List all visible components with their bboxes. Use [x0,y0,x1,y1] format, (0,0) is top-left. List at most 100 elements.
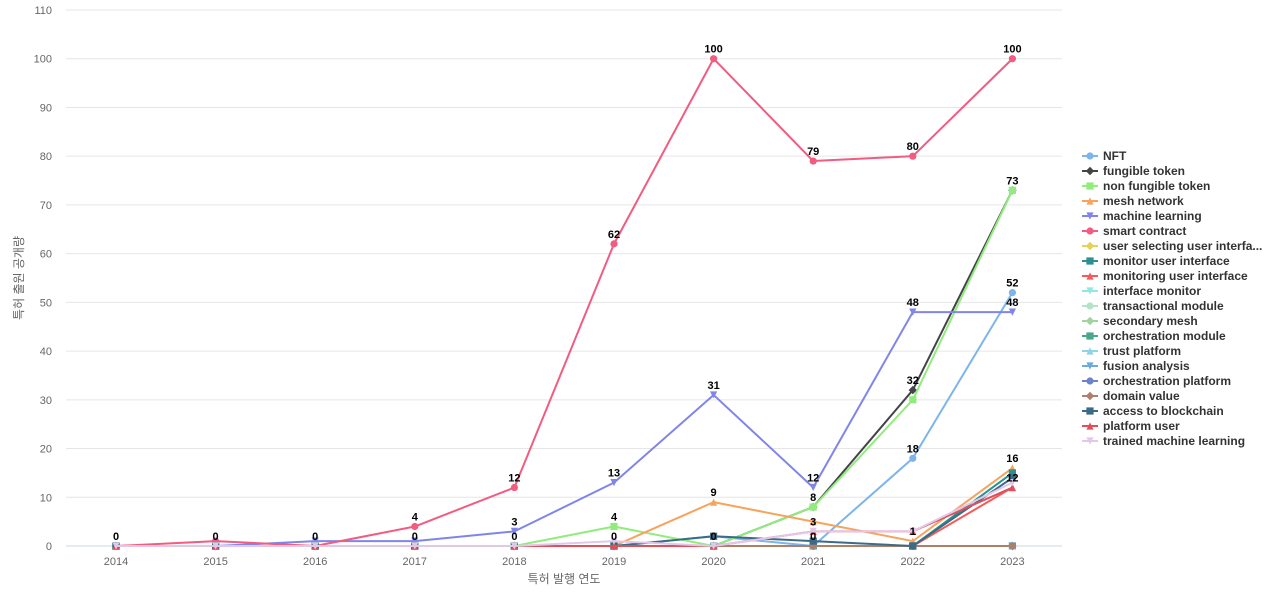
series-7 [112,469,1016,550]
data-point [311,542,319,550]
legend-item[interactable]: mesh network [1082,194,1184,208]
legend-marker [1086,182,1094,190]
legend-marker [1086,227,1094,235]
legend-item[interactable]: transactional module [1082,299,1224,313]
legend-item[interactable]: non fungible token [1082,179,1210,193]
legend-item[interactable]: secondary mesh [1082,314,1198,328]
y-tick-label: 110 [34,5,52,17]
data-point [909,308,917,316]
legend-label: monitoring user interface [1103,269,1248,283]
legend-marker [1085,241,1095,251]
data-point [909,542,917,550]
y-tick-label: 40 [40,346,52,358]
x-tick-label: 2017 [403,556,427,568]
data-label: 16 [1006,453,1018,465]
grid [66,9,1062,547]
legend-item[interactable]: orchestration platform [1082,374,1231,388]
y-tick-label: 30 [40,395,52,407]
x-tick-label: 2021 [801,556,825,568]
legend-label: orchestration platform [1103,374,1231,388]
data-point [610,537,618,545]
data-label: 62 [608,229,620,241]
data-point [809,157,817,165]
data-point [510,542,518,550]
y-axis: 0 10 20 30 40 50 60 70 80 90 100 110 [34,5,52,553]
data-point [212,542,220,550]
data-point [809,518,817,526]
legend-item[interactable]: trained machine learning [1082,434,1245,448]
legend-marker [1085,391,1095,401]
legend-item[interactable]: monitor user interface [1082,254,1230,268]
data-label: 9 [711,487,717,499]
legend-marker [1085,166,1095,176]
legend-label: NFT [1103,149,1127,163]
data-label: 0 [511,531,517,543]
legend-marker [1086,362,1094,370]
data-point [909,454,917,462]
legend-label: platform user [1103,419,1180,433]
legend-item[interactable]: access to blockchain [1082,404,1224,418]
series-line [115,57,1014,547]
data-label: 0 [312,531,318,543]
data-point [411,542,419,550]
legend-marker [1086,377,1094,385]
legend-marker [1086,302,1094,310]
legend-label: trust platform [1103,344,1181,358]
legend-label: smart contract [1103,224,1186,238]
legend-marker [1085,316,1095,326]
legend-marker [1086,407,1094,415]
legend-item[interactable]: trust platform [1082,344,1181,358]
data-label: 48 [907,297,919,309]
legend-label: fungible token [1103,164,1185,178]
data-label: 12 [1006,473,1018,485]
series-18 [112,483,1016,550]
data-labels: 0 0 0 4 0 12 3 0 62 13 4 0 100 31 9 0 79 12 8 3 0 80 48 32 18 1 10… [113,44,1022,543]
y-tick-label: 10 [40,492,52,504]
legend-marker [1086,152,1094,160]
legend-item[interactable]: fungible token [1082,164,1185,178]
data-point [610,479,618,487]
data-label: 8 [810,492,816,504]
legend-marker [1086,212,1094,220]
legend-item[interactable]: interface monitor [1082,284,1201,298]
legend-item[interactable]: orchestration module [1082,329,1226,343]
data-label: 0 [113,531,119,543]
data-point [909,152,917,160]
data-point [1008,55,1017,63]
legend-item[interactable]: domain value [1082,389,1180,403]
data-label: 48 [1006,297,1018,309]
data-label: 100 [704,44,722,56]
legend-marker [1086,437,1094,445]
x-tick-label: 2019 [602,556,626,568]
x-tick-label: 2022 [901,556,925,568]
legend-item[interactable]: machine learning [1082,209,1202,223]
legend-item[interactable]: fusion analysis [1082,359,1190,373]
data-point [1008,541,1017,551]
data-label: 18 [907,443,919,455]
data-label: 79 [807,146,819,158]
legend-marker [1086,422,1094,430]
series-8 [112,483,1016,550]
legend-item[interactable]: smart contract [1082,224,1186,238]
data-point [710,532,718,540]
legend-item[interactable]: platform user [1082,419,1180,433]
legend-marker [1086,347,1094,355]
legend-item[interactable]: user selecting user interfa... [1082,239,1262,253]
legend-label: monitor user interface [1103,254,1230,268]
data-label: 32 [907,375,919,387]
legend-item[interactable]: NFT [1082,149,1127,163]
legend-label: secondary mesh [1103,314,1198,328]
y-tick-label: 100 [34,54,52,66]
legend-item[interactable]: monitoring user interface [1082,269,1248,283]
data-point [311,537,319,545]
legend-label: interface monitor [1103,284,1201,298]
data-point [710,55,718,63]
legend-label: non fungible token [1103,179,1210,193]
data-point [610,522,618,531]
series-line [116,311,1013,547]
data-label: 52 [1006,278,1018,290]
legend-marker [1086,332,1094,340]
series-line [116,481,1013,547]
data-point [112,542,120,550]
